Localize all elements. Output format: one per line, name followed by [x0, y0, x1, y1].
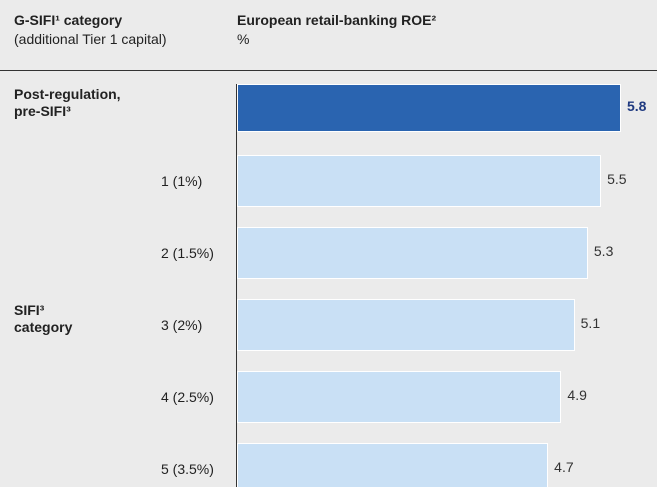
value-label: 5.8	[627, 98, 647, 114]
category-label: 3 (2%)	[161, 317, 203, 333]
bar	[237, 155, 602, 207]
category-header: G-SIFI¹ category	[14, 12, 123, 28]
group-label: SIFI³ category	[14, 302, 73, 335]
chart-title: European retail-banking ROE²	[237, 12, 437, 28]
category-label: Post-regulation, pre-SIFI³	[14, 86, 121, 119]
bar	[237, 227, 588, 279]
bar	[237, 443, 549, 487]
category-subheader: (additional Tier 1 capital)	[14, 31, 167, 47]
category-label: 4 (2.5%)	[161, 389, 214, 405]
category-label: 2 (1.5%)	[161, 245, 214, 261]
axis-line	[236, 84, 237, 487]
value-label: 5.5	[607, 171, 627, 187]
unit-label: %	[237, 31, 250, 47]
category-label: 5 (3.5%)	[161, 461, 214, 477]
bar	[237, 84, 621, 132]
value-label: 4.9	[567, 387, 587, 403]
header-rule	[0, 70, 657, 71]
value-label: 5.3	[593, 243, 614, 259]
category-label: 1 (1%)	[161, 173, 203, 189]
bar	[237, 371, 562, 423]
value-label: 5.1	[580, 315, 601, 331]
bar	[237, 299, 575, 351]
value-label: 4.7	[554, 459, 574, 475]
